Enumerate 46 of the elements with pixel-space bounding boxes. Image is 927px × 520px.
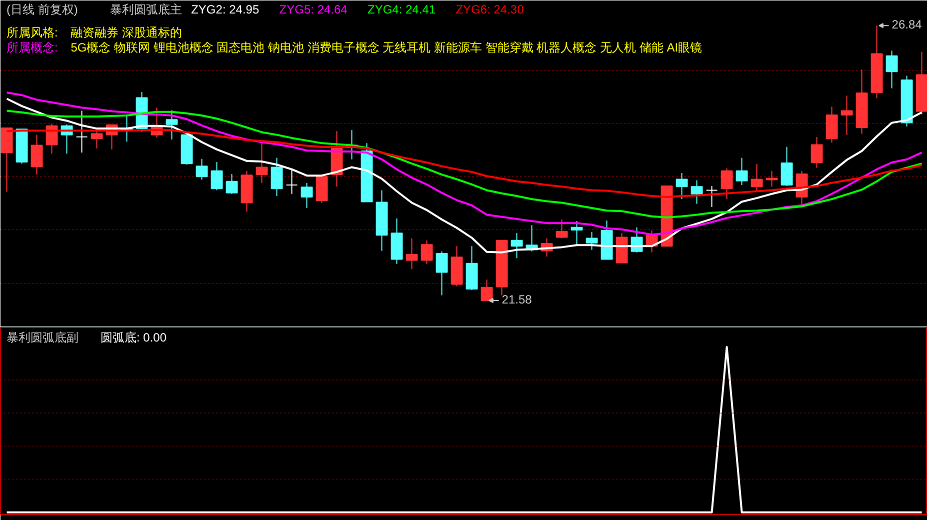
annotation: 26.84 bbox=[892, 18, 922, 32]
annotation: 融资融券 深股通标的 bbox=[70, 26, 182, 40]
annotation: ZYG6: 24.30 bbox=[456, 2, 524, 16]
annotation: 5G概念 物联网 锂电池概念 固态电池 钠电池 消费电子概念 无线耳机 新能源车 智能穿戴 机器人概念 无人机 储能 AI眼镜 bbox=[70, 40, 702, 54]
annotation: ZYG5: 24.64 bbox=[279, 2, 348, 16]
candlestick bbox=[406, 238, 418, 270]
candlestick bbox=[226, 174, 238, 194]
candlestick bbox=[436, 250, 448, 296]
candlestick bbox=[46, 123, 58, 154]
candlestick bbox=[766, 170, 778, 188]
candlestick bbox=[780, 146, 793, 187]
candlestick bbox=[30, 134, 43, 176]
candlestick bbox=[76, 110, 88, 154]
candlestick bbox=[586, 232, 598, 250]
candlestick bbox=[556, 218, 568, 239]
annotation: 所属风格: bbox=[6, 26, 58, 40]
candlestick bbox=[256, 142, 268, 184]
chart-title: (日线 前复权) bbox=[6, 2, 78, 16]
candlestick bbox=[90, 130, 103, 149]
candlestick bbox=[750, 164, 763, 192]
candlestick bbox=[720, 168, 733, 200]
candlestick bbox=[886, 50, 898, 89]
candlestick bbox=[196, 158, 208, 180]
candlestick bbox=[420, 240, 433, 264]
candlestick bbox=[706, 186, 718, 208]
annotation: ZYG4: 24.41 bbox=[368, 2, 436, 16]
annotation: ZYG2: 24.95 bbox=[191, 2, 260, 16]
candlestick bbox=[570, 220, 583, 246]
candlestick bbox=[676, 172, 688, 200]
candlestick bbox=[840, 95, 853, 136]
candlestick bbox=[736, 157, 748, 186]
candlestick bbox=[810, 136, 823, 168]
candlestick bbox=[166, 110, 178, 140]
candlestick bbox=[510, 232, 523, 259]
candlestick bbox=[480, 279, 493, 302]
chart-subtitle: 暴利圆弧底主 bbox=[110, 2, 182, 16]
text: 圆弧底: 0.00 bbox=[100, 330, 167, 344]
candlestick bbox=[826, 106, 838, 144]
candlestick bbox=[210, 162, 223, 191]
annotation: 21.58 bbox=[502, 292, 532, 307]
candlestick bbox=[300, 182, 313, 208]
candlestick bbox=[690, 180, 703, 204]
annotation: 所属概念: bbox=[6, 40, 58, 54]
chart-title: 暴利圆弧底副 bbox=[6, 330, 78, 344]
candlestick bbox=[286, 168, 298, 194]
candlestick bbox=[270, 157, 283, 196]
